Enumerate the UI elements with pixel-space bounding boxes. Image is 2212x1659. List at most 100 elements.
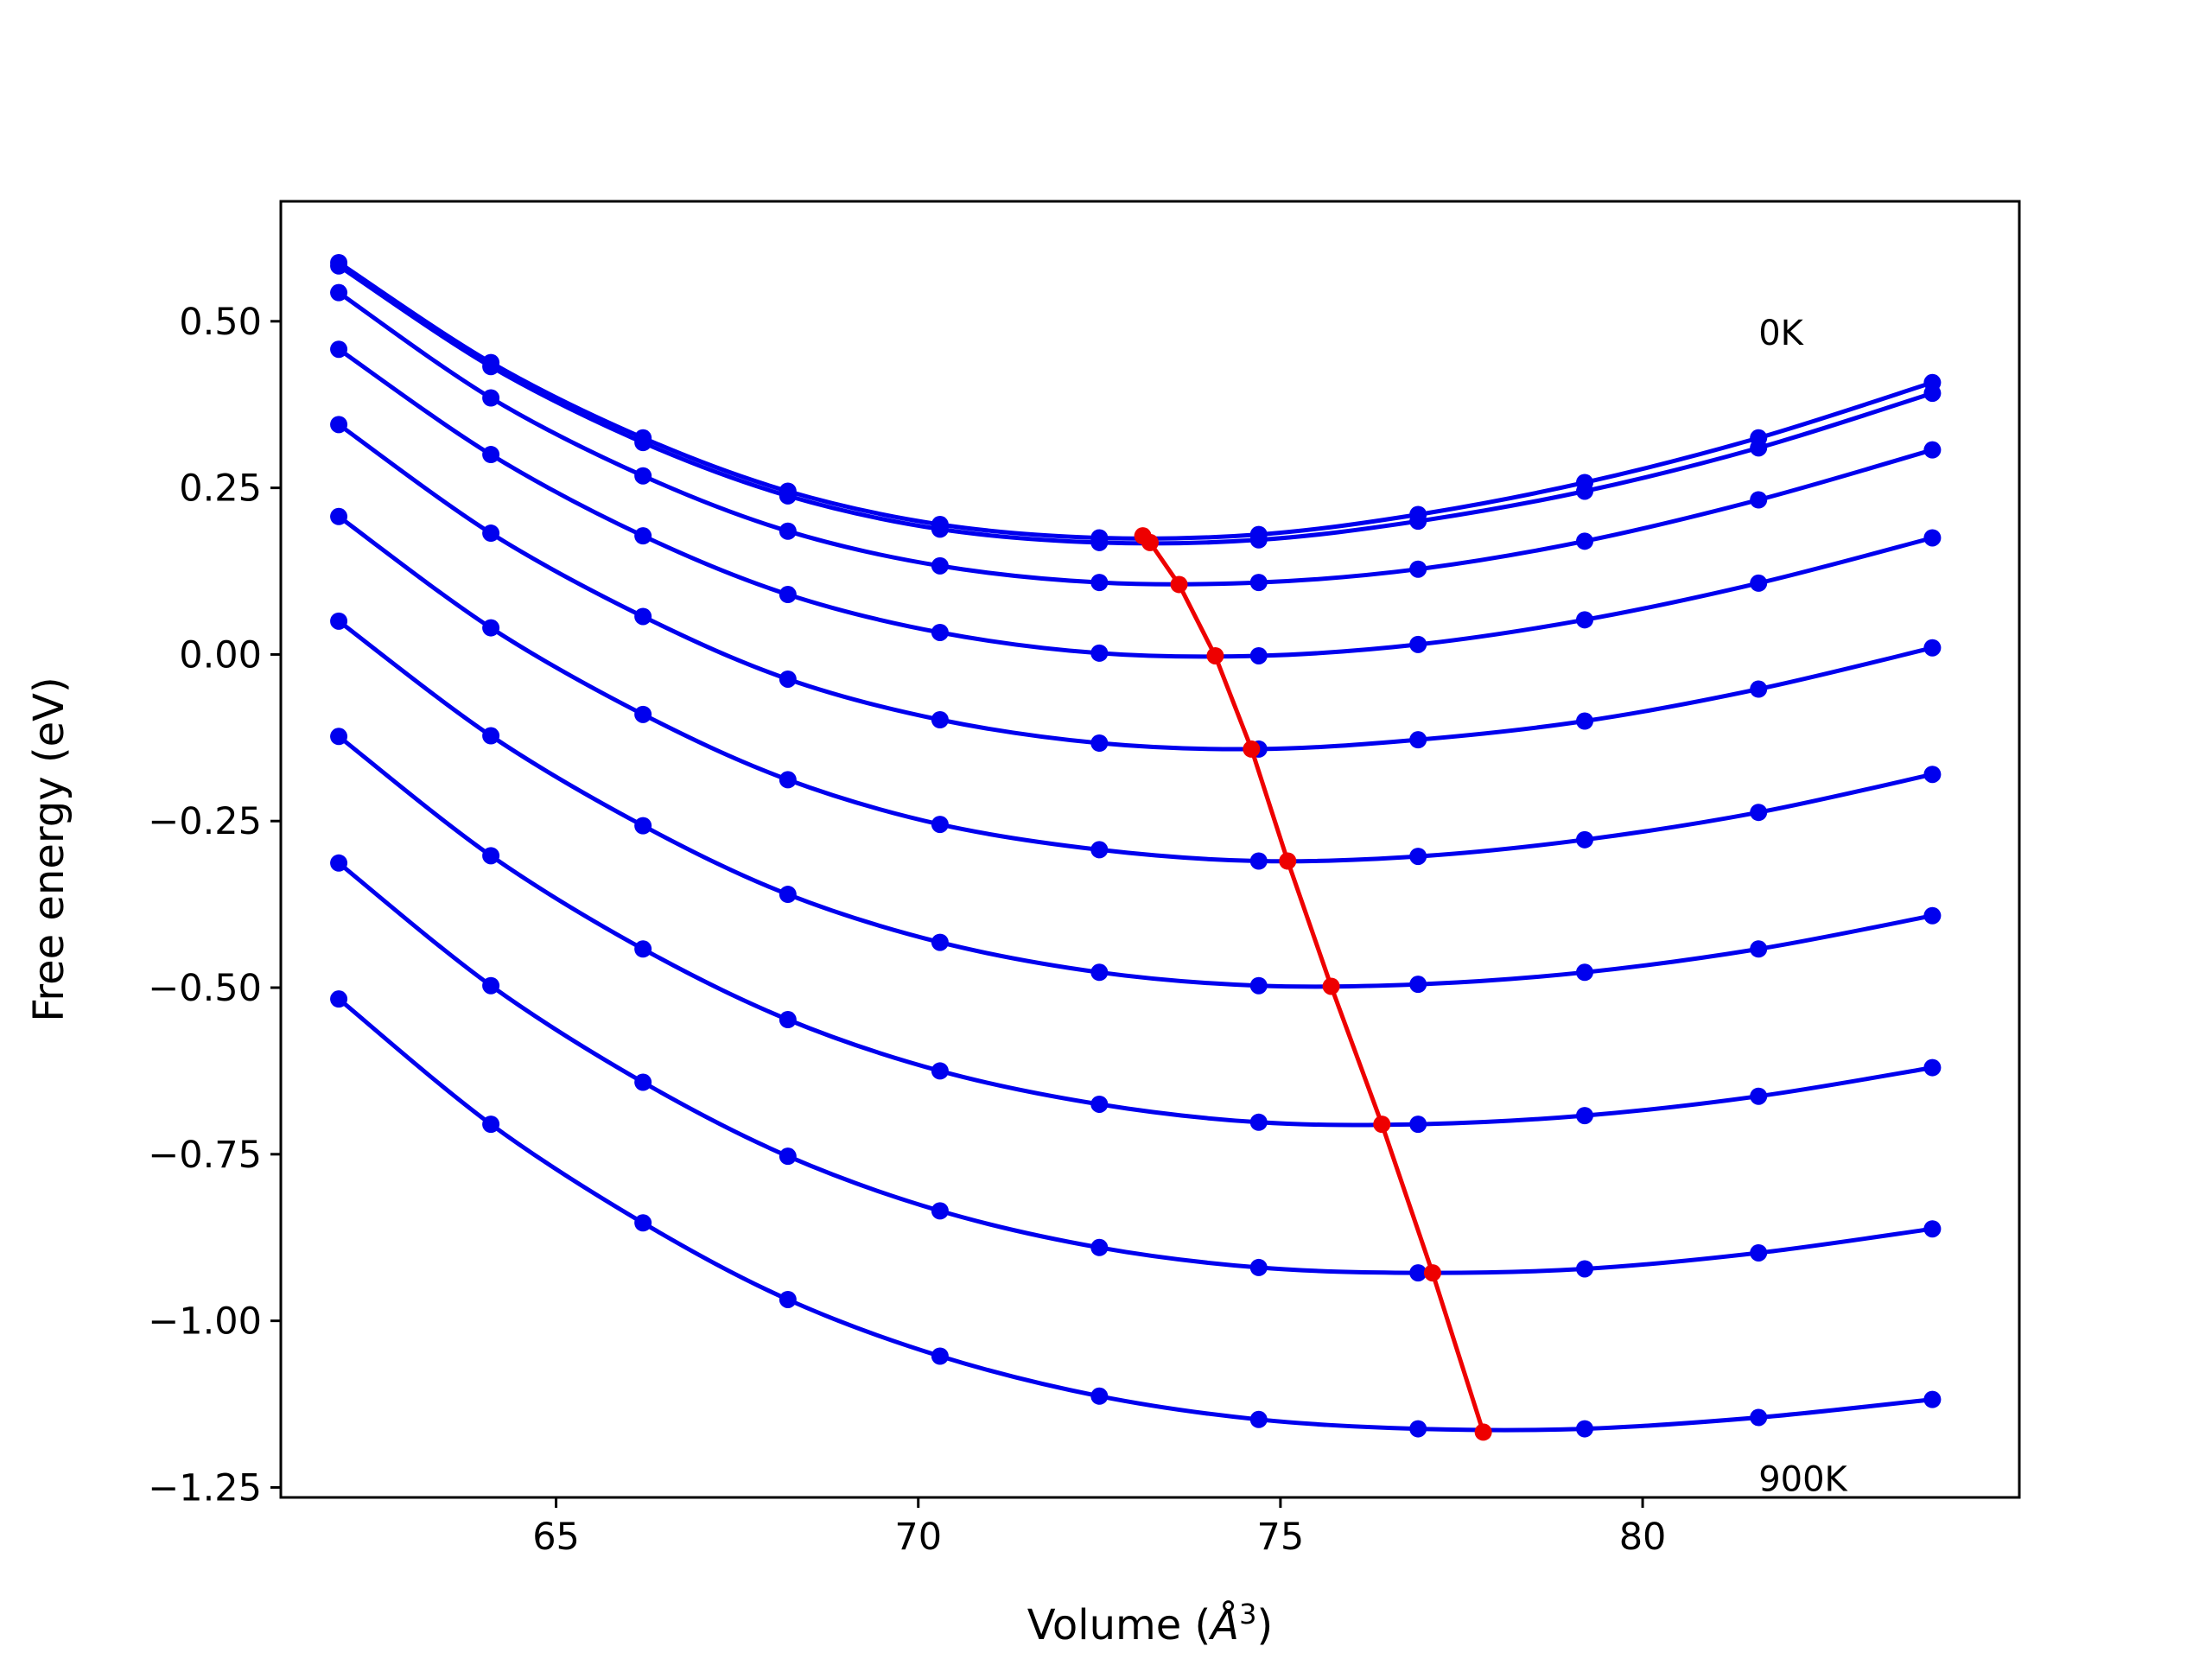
series-5-point-1 xyxy=(482,619,500,637)
x-tick-label-1: 70 xyxy=(894,1516,942,1559)
series-7-point-2 xyxy=(634,940,652,958)
series-1-point-3 xyxy=(779,486,797,505)
y-tick-label-2: 0.00 xyxy=(179,633,262,677)
series-8-point-8 xyxy=(1576,1260,1593,1278)
plot-frame xyxy=(279,200,2021,1499)
minimum-point-3 xyxy=(1206,646,1224,664)
series-8-point-2 xyxy=(634,1073,652,1091)
minimum-point-1 xyxy=(1141,533,1159,551)
y-tick-label-0: 0.50 xyxy=(179,301,262,344)
series-6-point-2 xyxy=(634,817,652,835)
x-tick-label-0: 65 xyxy=(532,1516,580,1559)
series-6-point-4 xyxy=(931,933,949,951)
y-tick-label-1: 0.25 xyxy=(179,467,262,511)
series-4-point-7 xyxy=(1409,731,1427,749)
series-7-point-1 xyxy=(482,847,500,865)
series-4-point-1 xyxy=(482,524,500,543)
series-7-point-7 xyxy=(1409,1116,1427,1134)
series-2-point-0 xyxy=(330,283,348,302)
x-tick-label-3: 80 xyxy=(1619,1516,1667,1559)
minimum-point-7 xyxy=(1373,1116,1391,1134)
series-5-point-0 xyxy=(330,507,348,525)
series-5-point-6 xyxy=(1249,852,1268,870)
series-4-point-0 xyxy=(330,416,348,434)
series-5-point-9 xyxy=(1750,804,1768,822)
series-9-point-10 xyxy=(1923,1390,1942,1408)
series-1-point-5 xyxy=(1090,533,1109,551)
series-2-point-10 xyxy=(1923,441,1942,459)
series-2-point-2 xyxy=(634,467,652,485)
series-3-point-0 xyxy=(330,340,348,359)
series-4-point-4 xyxy=(931,711,949,728)
series-6-point-0 xyxy=(330,612,348,630)
series-1-point-0 xyxy=(330,257,348,275)
series-5-point-7 xyxy=(1409,848,1427,866)
series-7-point-3 xyxy=(779,1011,797,1029)
series-6-point-5 xyxy=(1090,963,1109,982)
series-2-point-6 xyxy=(1249,574,1268,592)
series-4-point-10 xyxy=(1923,639,1942,657)
series-3-point-8 xyxy=(1576,611,1593,629)
x-axis-ticks: 65 70 75 80 xyxy=(532,1497,1666,1559)
series-1-point-2 xyxy=(634,434,652,452)
series-2-point-8 xyxy=(1576,532,1593,550)
series-6-point-10 xyxy=(1923,906,1942,925)
series-1-point-10 xyxy=(1923,385,1942,403)
y-tick-label-6: −1.00 xyxy=(148,1300,262,1344)
series-4-point-5 xyxy=(1090,734,1109,752)
series-7-point-5 xyxy=(1090,1095,1109,1113)
series-7-point-9 xyxy=(1750,1087,1768,1105)
series-2-point-3 xyxy=(779,522,797,540)
series-6-point-8 xyxy=(1576,963,1593,982)
series-1-point-4 xyxy=(931,520,949,538)
minimum-point-5 xyxy=(1279,852,1297,870)
x-axis-label: Volume (Å3) xyxy=(1027,1598,1273,1649)
series-9-point-6 xyxy=(1249,1410,1268,1428)
series-8-point-7 xyxy=(1409,1264,1427,1282)
series-6-point-3 xyxy=(779,886,797,904)
minimum-point-2 xyxy=(1170,575,1188,594)
series-8-point-5 xyxy=(1090,1238,1109,1256)
series-6-point-6 xyxy=(1249,976,1268,995)
series-5-point-3 xyxy=(779,771,797,789)
series-4-point-2 xyxy=(634,607,652,626)
y-tick-label-7: −1.25 xyxy=(148,1466,262,1510)
series-4-point-8 xyxy=(1576,712,1593,730)
series-3-point-1 xyxy=(482,446,500,464)
minimum-trend-line xyxy=(1141,534,1485,1433)
x-tick-label-2: 75 xyxy=(1257,1516,1305,1559)
series-7-point-10 xyxy=(1923,1058,1942,1077)
y-tick-label-5: −0.75 xyxy=(148,1134,262,1177)
minimum-point-4 xyxy=(1243,740,1261,758)
series-5-point-5 xyxy=(1090,841,1109,859)
series-5-point-10 xyxy=(1923,766,1942,784)
annotations: 0K 900K xyxy=(1758,314,1848,1499)
minimum-point-9 xyxy=(1474,1423,1492,1441)
minimum-line xyxy=(1134,527,1492,1441)
series-9-point-7 xyxy=(1409,1420,1427,1438)
series-7-point-8 xyxy=(1576,1107,1593,1125)
series-7-point-6 xyxy=(1249,1113,1268,1131)
series-1-point-9 xyxy=(1750,439,1768,457)
series-8-point-4 xyxy=(931,1202,949,1220)
y-axis-ticks: 0.50 0.25 0.00 −0.25 −0.50 −0.75 −1.00 −1.25 xyxy=(148,301,281,1510)
annotation-0: 0K xyxy=(1758,314,1804,353)
minimum-point-6 xyxy=(1322,977,1340,995)
series-3-point-2 xyxy=(634,527,652,545)
series-9-point-3 xyxy=(779,1290,797,1308)
series-7-point-4 xyxy=(931,1062,949,1080)
series-2-point-9 xyxy=(1750,491,1768,509)
series-6-point-9 xyxy=(1750,940,1768,958)
minimum-point-8 xyxy=(1423,1264,1441,1282)
series-2-point-4 xyxy=(931,556,949,575)
series-4-point-9 xyxy=(1750,680,1768,698)
series-1-point-1 xyxy=(482,358,500,376)
series-2-point-1 xyxy=(482,389,500,407)
series-1-point-8 xyxy=(1576,482,1593,500)
y-tick-label-3: −0.25 xyxy=(148,800,262,843)
series-5-point-8 xyxy=(1576,830,1593,849)
series-2-point-5 xyxy=(1090,574,1109,592)
series-3-point-7 xyxy=(1409,635,1427,653)
